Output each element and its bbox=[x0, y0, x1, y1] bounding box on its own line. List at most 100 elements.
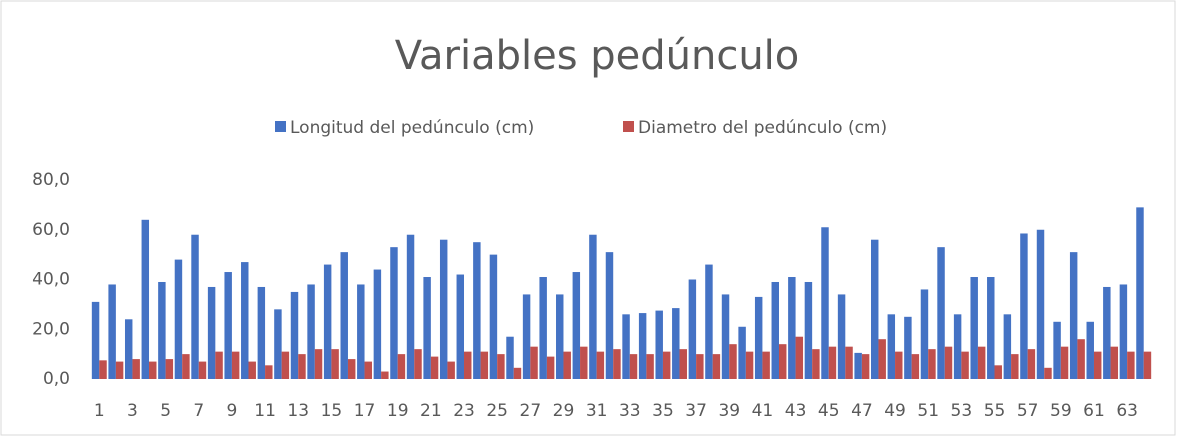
bar bbox=[1103, 286, 1111, 379]
bar bbox=[464, 351, 472, 379]
bar bbox=[513, 367, 522, 379]
bar bbox=[314, 349, 323, 379]
bar bbox=[812, 349, 820, 379]
bar bbox=[729, 344, 737, 379]
bar bbox=[191, 234, 199, 379]
x-tick-label: 9 bbox=[227, 401, 238, 421]
bar bbox=[871, 239, 879, 379]
x-tick-label: 13 bbox=[287, 401, 309, 421]
bar bbox=[1143, 351, 1152, 379]
bar bbox=[788, 277, 796, 379]
bar bbox=[920, 289, 929, 379]
bar bbox=[771, 281, 779, 379]
bar bbox=[132, 359, 140, 379]
bar bbox=[911, 354, 920, 379]
bar bbox=[241, 262, 249, 379]
y-tick-label: 40,0 bbox=[32, 270, 70, 290]
bar bbox=[745, 351, 754, 379]
x-tick-label: 25 bbox=[486, 401, 508, 421]
bar bbox=[265, 365, 273, 379]
bar bbox=[489, 254, 498, 379]
x-tick-label: 43 bbox=[785, 401, 807, 421]
bar bbox=[546, 356, 555, 379]
bar bbox=[895, 351, 903, 379]
x-tick-label: 39 bbox=[718, 401, 740, 421]
bar bbox=[158, 281, 166, 379]
bar bbox=[953, 314, 962, 379]
x-tick-label: 37 bbox=[685, 401, 707, 421]
bar bbox=[638, 313, 647, 379]
bar bbox=[165, 359, 174, 379]
bar bbox=[174, 259, 183, 379]
bar bbox=[397, 354, 406, 379]
bar bbox=[1069, 252, 1078, 379]
bar bbox=[646, 354, 654, 379]
bar bbox=[987, 277, 995, 379]
bar bbox=[115, 361, 124, 379]
bar bbox=[1003, 314, 1012, 379]
bar bbox=[141, 219, 150, 379]
bar bbox=[679, 349, 687, 379]
bar bbox=[1077, 339, 1085, 379]
bar bbox=[347, 359, 356, 379]
bar bbox=[198, 361, 207, 379]
legend-label: Diametro del pedúnculo (cm) bbox=[638, 118, 887, 138]
bar bbox=[878, 339, 886, 379]
bar bbox=[887, 314, 896, 379]
bar bbox=[580, 346, 588, 379]
x-tick-label: 47 bbox=[851, 401, 873, 421]
bar bbox=[804, 281, 813, 379]
bar bbox=[928, 349, 936, 379]
bar bbox=[688, 279, 697, 379]
bar bbox=[1119, 284, 1128, 379]
x-tick-label: 51 bbox=[917, 401, 939, 421]
chart-title: Variables pedúnculo bbox=[395, 33, 800, 79]
x-tick-label: 45 bbox=[818, 401, 840, 421]
bar bbox=[1136, 207, 1144, 379]
bar bbox=[994, 365, 1002, 379]
bar bbox=[456, 274, 465, 379]
bar bbox=[655, 310, 663, 379]
bar bbox=[390, 247, 398, 379]
legend-swatch bbox=[275, 121, 286, 132]
bar bbox=[589, 234, 597, 379]
x-tick-label: 59 bbox=[1050, 401, 1072, 421]
bar bbox=[357, 284, 365, 379]
bar bbox=[596, 351, 605, 379]
bar bbox=[1036, 229, 1045, 379]
bar bbox=[307, 284, 315, 379]
bar bbox=[1027, 349, 1036, 379]
bar bbox=[721, 294, 730, 379]
bar bbox=[572, 272, 581, 379]
bar bbox=[1011, 354, 1019, 379]
bar bbox=[961, 351, 969, 379]
bar bbox=[298, 354, 306, 379]
bar bbox=[712, 354, 721, 379]
x-tick-label: 3 bbox=[127, 401, 138, 421]
bar bbox=[430, 356, 439, 379]
bar bbox=[904, 316, 912, 379]
bar bbox=[944, 346, 953, 379]
bar bbox=[1086, 321, 1094, 379]
x-tick-label: 5 bbox=[160, 401, 171, 421]
bar bbox=[439, 239, 448, 379]
bar bbox=[845, 346, 853, 379]
bar bbox=[854, 352, 862, 379]
bar bbox=[182, 354, 190, 379]
bar bbox=[828, 346, 837, 379]
bar bbox=[563, 351, 571, 379]
y-tick-label: 20,0 bbox=[32, 319, 70, 339]
bar bbox=[705, 264, 713, 379]
bar bbox=[970, 277, 978, 379]
bar bbox=[215, 351, 223, 379]
bar bbox=[539, 277, 547, 379]
bar bbox=[1044, 367, 1052, 379]
x-tick-label: 17 bbox=[354, 401, 376, 421]
bar bbox=[795, 336, 804, 379]
bar bbox=[231, 351, 240, 379]
x-tick-label: 19 bbox=[387, 401, 409, 421]
bar bbox=[629, 354, 638, 379]
bar bbox=[530, 346, 538, 379]
bar bbox=[672, 308, 680, 379]
x-tick-label: 15 bbox=[321, 401, 343, 421]
